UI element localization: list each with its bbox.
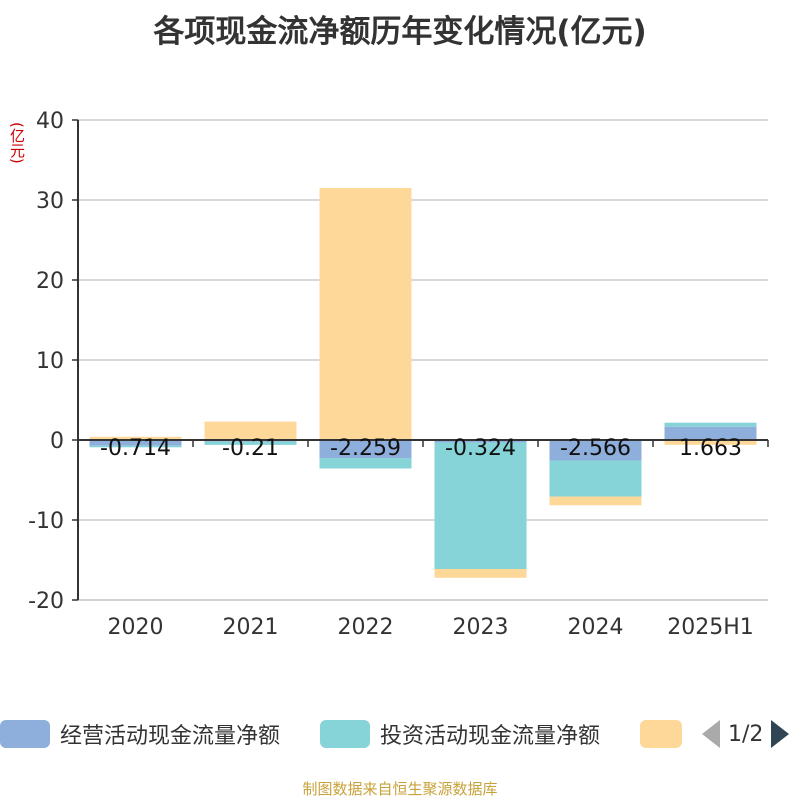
y-axis-unit-label: (亿元)	[8, 122, 26, 164]
bar-investing	[434, 442, 527, 569]
x-tick-label: 2024	[568, 615, 624, 640]
bar-financing	[434, 568, 527, 578]
data-label: -0.714	[100, 436, 171, 461]
legend-swatch-financing	[640, 720, 682, 748]
x-tick-label: 2020	[108, 615, 164, 640]
y-tick-label: -10	[28, 509, 64, 534]
legend-item-investing[interactable]: 投资活动现金流量净额	[320, 714, 600, 754]
legend-label-investing: 投资活动现金流量净额	[380, 724, 601, 749]
legend-next-page-icon[interactable]	[771, 720, 790, 748]
y-tick-label: 40	[36, 109, 64, 134]
y-tick-label: -20	[28, 589, 64, 614]
x-tick-label: 2025H1	[667, 615, 754, 640]
bar-financing	[204, 421, 297, 440]
y-tick-label: 0	[50, 429, 64, 454]
bar-operating	[434, 440, 527, 443]
legend-page-number: 1/2	[728, 721, 764, 747]
legend-item-operating[interactable]: 经营活动现金流量净额	[0, 714, 280, 754]
bar-chart: -20 -10 0 10 20 30 40 2020 2021 2022 2023 2024 2025H…	[28, 109, 769, 640]
bar-investing	[319, 458, 412, 469]
bar-investing	[89, 445, 182, 448]
legend-prev-page-icon[interactable]	[702, 720, 720, 748]
bar-investing	[549, 460, 642, 497]
bar-operating	[664, 426, 757, 440]
bar-financing	[549, 496, 642, 506]
data-label: -2.566	[560, 436, 631, 461]
y-tick-label: 20	[36, 269, 64, 294]
data-source-footer: 制图数据来自恒生聚源数据库	[302, 780, 498, 798]
bar-investing	[204, 441, 297, 445]
x-tick-label: 2023	[453, 615, 509, 640]
x-tick-label: 2022	[338, 615, 394, 640]
bar-financing	[664, 440, 757, 445]
bar-investing	[664, 422, 757, 427]
chart-title: 各项现金流净额历年变化情况(亿元)	[153, 14, 647, 50]
bar-operating	[89, 440, 182, 446]
data-label: -0.324	[445, 436, 516, 461]
legend-swatch-investing	[320, 720, 370, 748]
legend: 经营活动现金流量净额 投资活动现金流量净额 1/2	[0, 714, 800, 754]
x-tick-label: 2021	[223, 615, 279, 640]
y-tick-label: 30	[36, 189, 64, 214]
data-label: -0.21	[222, 436, 279, 461]
bars	[89, 188, 757, 578]
y-tick-label: 10	[36, 349, 64, 374]
legend-pager: 1/2	[702, 714, 790, 754]
grid-lines	[78, 119, 768, 601]
bar-operating	[319, 440, 412, 459]
bar-operating	[549, 440, 642, 461]
bar-financing	[89, 436, 182, 440]
bar-financing	[319, 188, 412, 440]
legend-label-operating: 经营活动现金流量净额	[60, 724, 281, 749]
data-label: -2.259	[330, 436, 401, 461]
data-label: 1.663	[679, 436, 742, 461]
legend-swatch-operating	[0, 720, 50, 748]
axes: -20 -10 0 10 20 30 40 2020 2021 2022 2023 2024 2025H…	[28, 109, 769, 640]
legend-item-financing[interactable]	[640, 714, 692, 754]
data-labels: -0.714 -0.21 -2.259 -0.324 -2.566 1.663	[100, 436, 742, 461]
